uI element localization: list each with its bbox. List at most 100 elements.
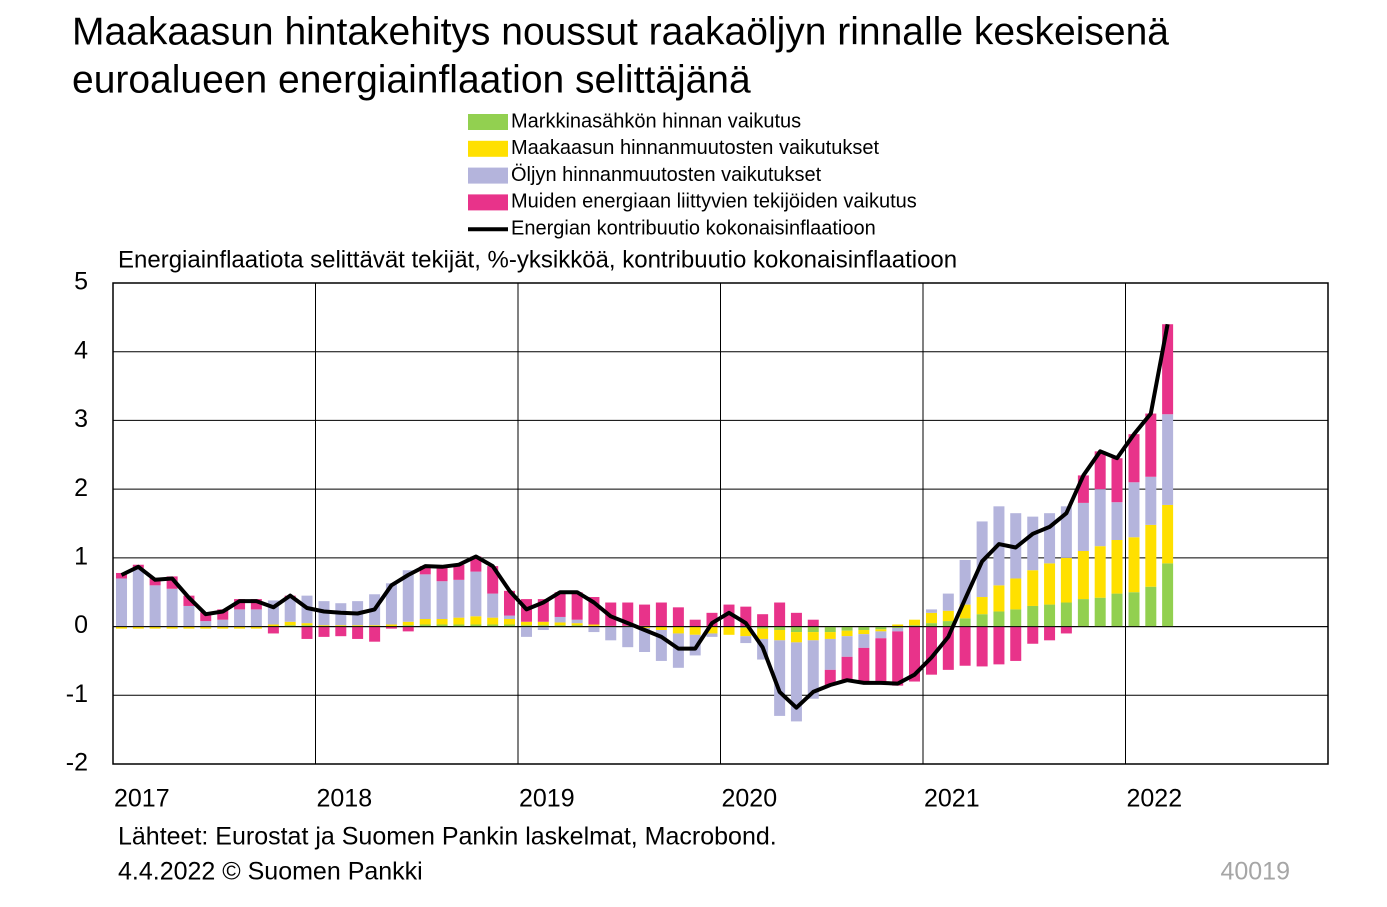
bar: [588, 624, 600, 626]
source-note: Lähteet: Eurostat ja Suomen Pankin laske…: [118, 823, 777, 851]
bar: [402, 625, 414, 627]
x-tick-label: 2020: [722, 785, 778, 813]
bar: [234, 599, 246, 610]
bar: [1027, 626, 1039, 644]
bar: [1094, 546, 1106, 598]
bar: [740, 626, 752, 628]
bar: [875, 638, 887, 683]
bar: [740, 606, 752, 627]
bar: [503, 619, 515, 625]
bar: [1044, 604, 1056, 627]
bar: [1162, 563, 1174, 627]
bar: [655, 630, 667, 661]
bar: [790, 632, 802, 643]
bar: [1145, 476, 1157, 525]
bar: [419, 574, 431, 620]
bar: [774, 630, 786, 641]
bar: [824, 669, 836, 685]
bar: [1077, 502, 1089, 551]
bar: [1010, 609, 1022, 627]
bar: [824, 632, 836, 639]
bar: [537, 625, 549, 627]
bar: [284, 597, 296, 622]
bar: [402, 621, 414, 626]
bar: [672, 607, 684, 627]
bar: [757, 614, 769, 627]
bar: [976, 614, 988, 627]
bar: [1128, 537, 1140, 593]
bar: [1111, 539, 1123, 594]
bar: [267, 626, 279, 634]
bar: [1060, 557, 1072, 603]
bar: [926, 626, 938, 675]
bar: [470, 624, 482, 627]
legend-label: Muiden energiaan liittyvien tekijöiden v…: [511, 191, 917, 213]
bar: [757, 628, 769, 639]
x-tick-label: 2018: [317, 785, 373, 813]
y-tick-label: 1: [74, 542, 88, 570]
bar: [453, 624, 465, 627]
bar: [571, 623, 583, 626]
y-tick-label: 2: [74, 474, 88, 502]
bar: [537, 599, 549, 622]
bar: [453, 564, 465, 580]
bar: [858, 630, 870, 635]
bar: [1027, 570, 1039, 606]
y-tick-label: -2: [66, 749, 88, 777]
bar: [554, 592, 566, 617]
bar: [1077, 475, 1089, 503]
legend-label: Energian kontribuutio kokonaisinflaatioo…: [511, 217, 876, 239]
chart-id: 40019: [1220, 858, 1290, 886]
bar: [116, 578, 128, 627]
bar: [385, 583, 397, 625]
date-note: 4.4.2022 © Suomen Pankki: [118, 858, 423, 886]
legend-swatch: [468, 114, 508, 130]
bar: [183, 595, 195, 606]
y-tick-label: -1: [66, 680, 88, 708]
bar: [858, 626, 870, 631]
bar: [554, 625, 566, 627]
bar: [689, 619, 701, 627]
bar: [723, 604, 735, 627]
x-tick-label: 2017: [114, 785, 170, 813]
bar: [217, 619, 229, 627]
bar: [419, 566, 431, 575]
bar: [385, 626, 397, 629]
bar: [200, 612, 212, 622]
bar: [554, 622, 566, 626]
bar: [892, 624, 904, 627]
bar: [537, 621, 549, 626]
bar: [1094, 451, 1106, 490]
bar: [1010, 578, 1022, 610]
bar: [588, 597, 600, 625]
chart-title: euroalueen energiainflaation selittäjänä: [72, 58, 751, 101]
bar: [453, 617, 465, 625]
bar: [605, 626, 617, 641]
bar: [487, 617, 499, 625]
bar: [116, 572, 128, 579]
bar: [824, 626, 836, 633]
bar: [419, 624, 431, 627]
bar: [116, 626, 128, 629]
bar: [487, 624, 499, 627]
bar: [318, 625, 330, 627]
bar: [908, 626, 920, 682]
bar: [807, 626, 819, 633]
bar: [183, 626, 195, 629]
bar: [402, 626, 414, 632]
bar: [1111, 593, 1123, 627]
legend-label: Markkinasähkön hinnan vaikutus: [511, 110, 801, 132]
bar: [1077, 550, 1089, 600]
bar: [284, 621, 296, 626]
bar: [740, 636, 752, 644]
bar: [200, 626, 212, 629]
bar: [183, 605, 195, 627]
chart-title: Maakaasun hintakehitys noussut raakaöljy…: [72, 10, 1169, 53]
bar: [959, 559, 971, 605]
bar: [149, 626, 161, 629]
x-tick-label: 2019: [519, 785, 575, 813]
bar: [335, 625, 347, 627]
bar: [672, 633, 684, 668]
y-tick-label: 5: [74, 268, 88, 296]
x-tick-label: 2022: [1127, 785, 1183, 813]
